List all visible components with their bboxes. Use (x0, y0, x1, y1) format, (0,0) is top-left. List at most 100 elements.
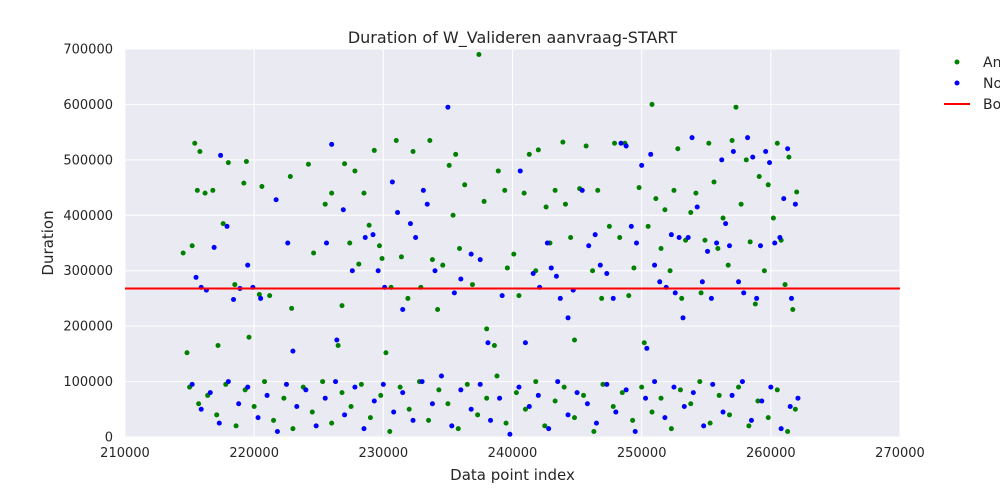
data-point (672, 290, 678, 296)
data-point (488, 417, 494, 423)
x-axis-label: Data point index (450, 466, 575, 484)
data-point (676, 234, 682, 240)
data-point (680, 315, 686, 321)
y-tick-label: 300000 (63, 264, 113, 279)
data-point (628, 223, 634, 229)
data-point (233, 423, 239, 429)
data-point (526, 151, 532, 157)
data-point (387, 428, 393, 434)
data-point (432, 268, 438, 274)
data-point (289, 305, 295, 311)
data-point (246, 334, 252, 340)
data-point (426, 417, 432, 423)
data-point (225, 379, 231, 385)
data-point (371, 147, 377, 153)
data-point (194, 187, 200, 193)
x-tick-label: 240000 (488, 446, 538, 461)
data-point (623, 143, 629, 149)
data-point (361, 190, 367, 196)
data-point (715, 246, 721, 252)
data-point (436, 387, 442, 393)
data-point (395, 210, 401, 216)
y-tick-label: 700000 (63, 43, 113, 58)
data-point (517, 168, 523, 174)
series-no (189, 104, 801, 437)
data-point (413, 234, 419, 240)
data-point (562, 201, 568, 207)
data-point (455, 426, 461, 432)
data-point (464, 381, 470, 387)
data-point (705, 248, 711, 254)
data-point (245, 384, 251, 390)
data-point (738, 201, 744, 207)
data-point (335, 343, 341, 349)
data-point (379, 256, 385, 262)
data-point (451, 290, 457, 296)
data-point (497, 395, 503, 401)
data-point (725, 262, 731, 268)
data-point (662, 207, 668, 213)
data-point (218, 152, 224, 158)
data-point (557, 295, 563, 301)
data-point (641, 340, 647, 346)
data-point (410, 149, 416, 155)
data-point (574, 390, 580, 396)
data-point (699, 279, 705, 285)
data-point (494, 373, 500, 379)
data-point (535, 392, 541, 398)
data-point (192, 140, 198, 146)
data-point (329, 141, 335, 147)
data-point (546, 426, 552, 432)
data-point (606, 223, 612, 229)
data-point (516, 293, 522, 299)
data-point (290, 348, 296, 354)
grid-lines (124, 48, 901, 438)
data-point (393, 137, 399, 143)
data-point (216, 420, 222, 426)
data-point (778, 426, 784, 432)
data-point (329, 190, 335, 196)
data-point (322, 201, 328, 207)
data-point (313, 423, 319, 429)
data-point (644, 345, 650, 351)
data-point (613, 409, 619, 415)
data-point (639, 384, 645, 390)
x-tick-label: 260000 (746, 446, 796, 461)
data-point (324, 240, 329, 246)
data-point (785, 428, 791, 434)
data-point (688, 401, 694, 407)
data-point (719, 157, 725, 163)
y-tick-label: 200000 (63, 320, 113, 335)
data-point (435, 307, 441, 313)
data-point (303, 387, 309, 393)
data-point (262, 379, 267, 385)
data-point (516, 384, 522, 390)
data-point (371, 398, 377, 404)
data-point (727, 412, 732, 418)
data-point (274, 428, 280, 434)
data-point (770, 215, 776, 221)
data-point (710, 381, 716, 387)
data-point (677, 387, 683, 393)
data-point (258, 295, 264, 301)
data-point (348, 404, 354, 410)
data-point (645, 223, 651, 229)
data-point (522, 406, 528, 412)
data-point (767, 160, 773, 166)
data-point (198, 406, 204, 412)
data-point (748, 417, 754, 423)
data-point (389, 179, 395, 185)
data-point (643, 395, 649, 401)
y-tick-label: 400000 (63, 209, 113, 224)
data-point (484, 395, 490, 401)
data-point (378, 392, 384, 398)
y-tick-label: 600000 (63, 98, 113, 113)
data-point (707, 420, 713, 426)
data-point (774, 387, 780, 393)
data-point (438, 373, 444, 379)
data-point (427, 137, 433, 143)
data-point (245, 262, 251, 268)
data-point (224, 223, 230, 229)
data-point (446, 162, 452, 168)
legend-dot-marker (954, 59, 960, 65)
